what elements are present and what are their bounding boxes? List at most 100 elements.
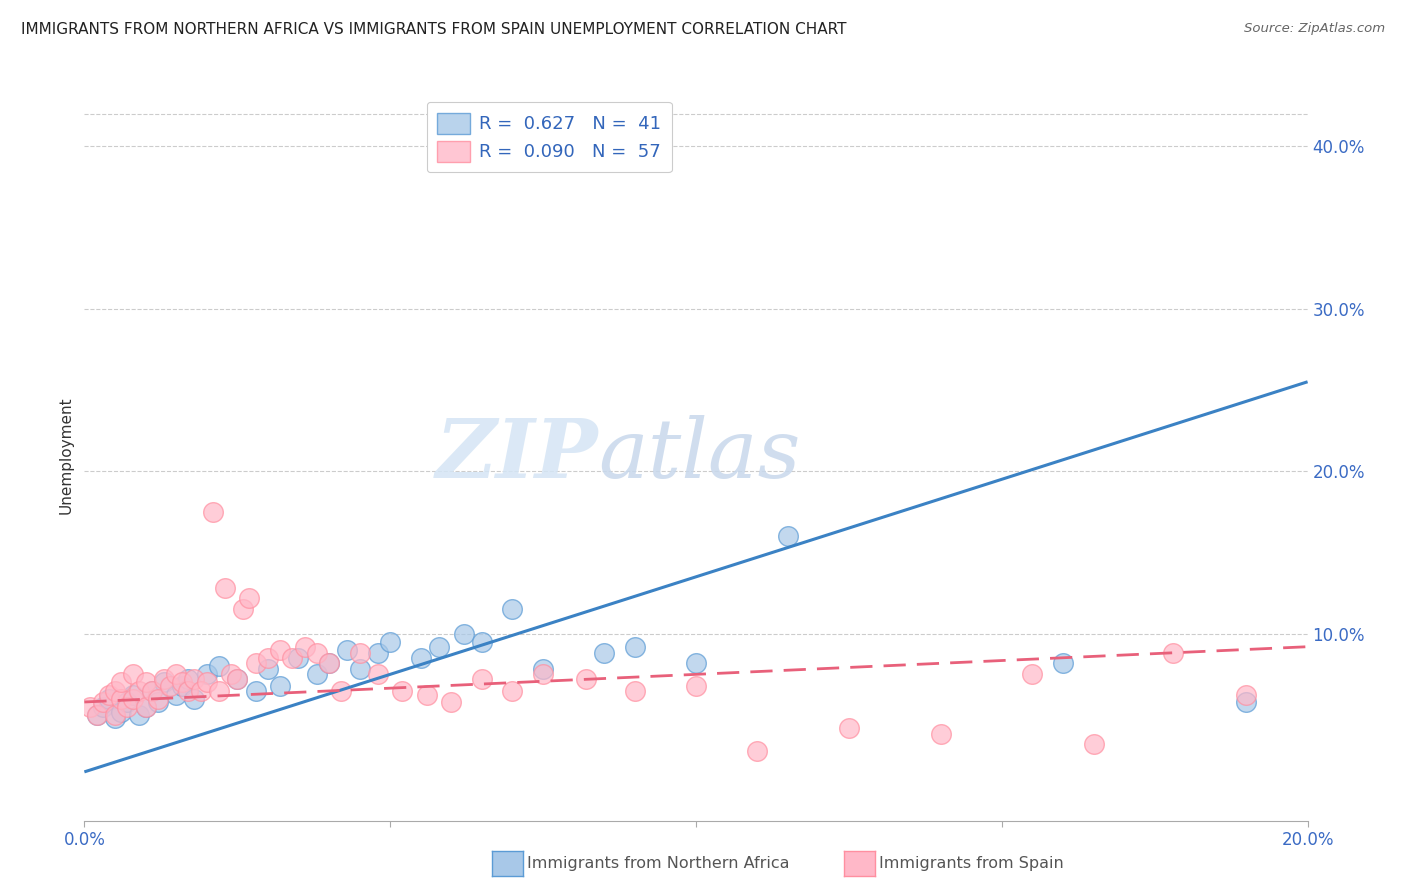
Point [146, 691, 169, 706]
Point [122, 691, 145, 706]
Text: Immigrants from Spain: Immigrants from Spain [879, 856, 1063, 871]
Point [575, 672, 598, 686]
Point [110, 705, 132, 719]
Point [1236, 689, 1258, 703]
Point [208, 659, 231, 673]
Point [219, 667, 242, 681]
Point [471, 672, 494, 686]
Point [294, 640, 316, 654]
Point [1161, 646, 1184, 660]
Point [135, 675, 157, 690]
Point [86, 708, 108, 723]
Point [502, 683, 524, 698]
Point [453, 626, 475, 640]
Point [110, 691, 132, 706]
Point [115, 699, 138, 714]
Text: Source: ZipAtlas.com: Source: ZipAtlas.com [1244, 22, 1385, 36]
Point [91, 699, 114, 714]
Point [122, 689, 145, 703]
Point [416, 689, 439, 703]
Point [440, 695, 463, 709]
Point [104, 711, 127, 725]
Legend: R =  0.627   N =  41, R =  0.090   N =  57: R = 0.627 N = 41, R = 0.090 N = 57 [426, 102, 672, 172]
Point [190, 683, 212, 698]
Point [128, 683, 150, 698]
Point [257, 663, 280, 677]
Point [685, 679, 707, 693]
Point [183, 691, 205, 706]
Point [79, 699, 101, 714]
Point [502, 602, 524, 616]
Point [269, 679, 291, 693]
Point [226, 672, 249, 686]
Text: ZIP: ZIP [436, 415, 598, 495]
Point [624, 640, 647, 654]
Point [1052, 656, 1074, 670]
Point [177, 672, 200, 686]
Y-axis label: Unemployment: Unemployment [58, 396, 73, 514]
Point [141, 683, 163, 698]
Point [135, 699, 157, 714]
Point [172, 675, 194, 690]
Point [257, 651, 280, 665]
Point [318, 656, 340, 670]
Point [245, 683, 267, 698]
Point [747, 744, 769, 758]
Point [104, 683, 127, 698]
Point [1083, 737, 1105, 751]
Point [153, 675, 176, 690]
Point [165, 667, 187, 681]
Point [593, 646, 616, 660]
Point [165, 689, 187, 703]
Point [104, 708, 127, 723]
Point [195, 675, 218, 690]
Point [226, 672, 249, 686]
Point [110, 675, 132, 690]
Point [281, 651, 304, 665]
Point [172, 679, 194, 693]
Text: atlas: atlas [598, 415, 800, 495]
Point [232, 602, 254, 616]
Point [929, 727, 952, 741]
Point [245, 656, 267, 670]
Point [146, 695, 169, 709]
Point [153, 672, 176, 686]
Point [128, 708, 150, 723]
Point [238, 591, 260, 605]
Point [97, 689, 120, 703]
Point [269, 643, 291, 657]
Point [1236, 695, 1258, 709]
Point [115, 695, 138, 709]
Point [349, 663, 371, 677]
Text: IMMIGRANTS FROM NORTHERN AFRICA VS IMMIGRANTS FROM SPAIN UNEMPLOYMENT CORRELATIO: IMMIGRANTS FROM NORTHERN AFRICA VS IMMIG… [21, 22, 846, 37]
Point [838, 721, 860, 735]
Text: Immigrants from Northern Africa: Immigrants from Northern Africa [527, 856, 790, 871]
Point [409, 651, 432, 665]
Point [141, 683, 163, 698]
Point [305, 667, 328, 681]
Point [336, 643, 359, 657]
Point [318, 656, 340, 670]
Point [685, 656, 707, 670]
Point [135, 699, 157, 714]
Point [367, 646, 389, 660]
Point [195, 667, 218, 681]
Point [531, 663, 554, 677]
Point [380, 635, 402, 649]
Point [427, 640, 450, 654]
Point [531, 667, 554, 681]
Point [287, 651, 309, 665]
Point [214, 581, 236, 595]
Point [122, 667, 145, 681]
Point [367, 667, 389, 681]
Point [305, 646, 328, 660]
Point [183, 672, 205, 686]
Point [208, 683, 231, 698]
Point [201, 505, 224, 519]
Point [177, 683, 200, 698]
Point [1021, 667, 1043, 681]
Point [471, 635, 494, 649]
Point [624, 683, 647, 698]
Point [776, 529, 799, 543]
Point [159, 679, 181, 693]
